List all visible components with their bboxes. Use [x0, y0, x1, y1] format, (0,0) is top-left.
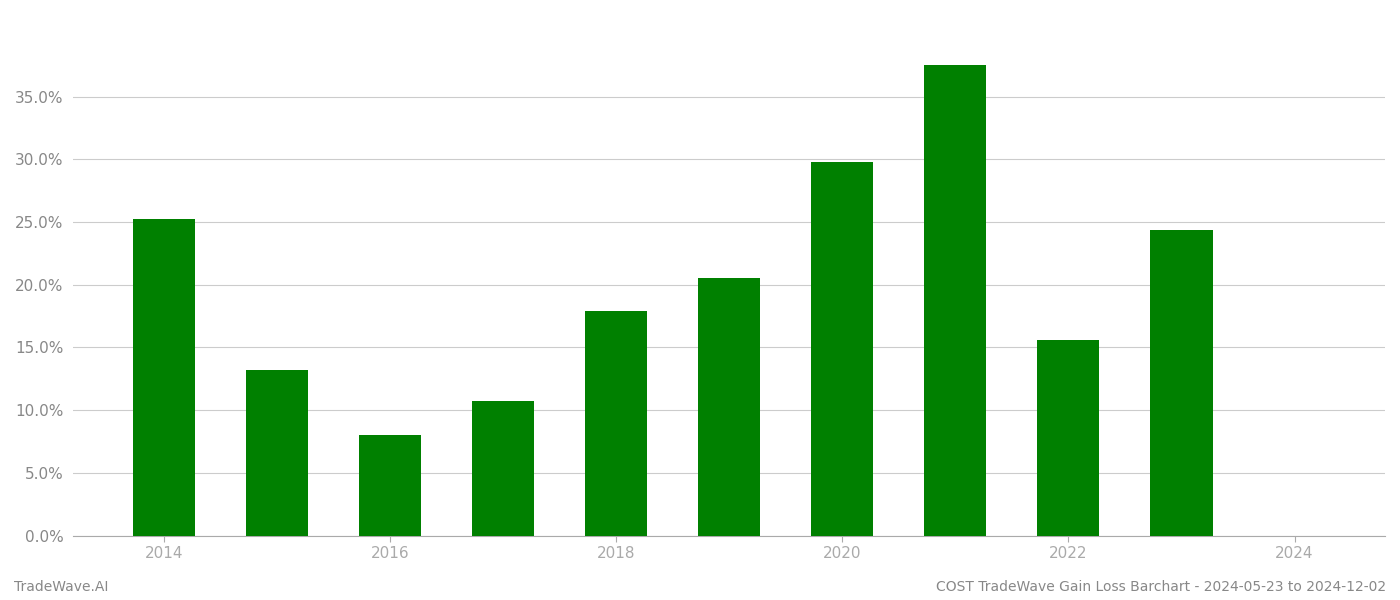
Text: TradeWave.AI: TradeWave.AI	[14, 580, 108, 594]
Bar	[133, 220, 195, 536]
Bar	[472, 401, 533, 536]
Bar	[811, 162, 874, 536]
Bar	[699, 278, 760, 536]
Bar	[1037, 340, 1099, 536]
Bar	[245, 370, 308, 536]
Bar	[1151, 230, 1212, 536]
Text: COST TradeWave Gain Loss Barchart - 2024-05-23 to 2024-12-02: COST TradeWave Gain Loss Barchart - 2024…	[935, 580, 1386, 594]
Bar	[585, 311, 647, 536]
Bar	[358, 435, 421, 536]
Bar	[924, 65, 987, 536]
